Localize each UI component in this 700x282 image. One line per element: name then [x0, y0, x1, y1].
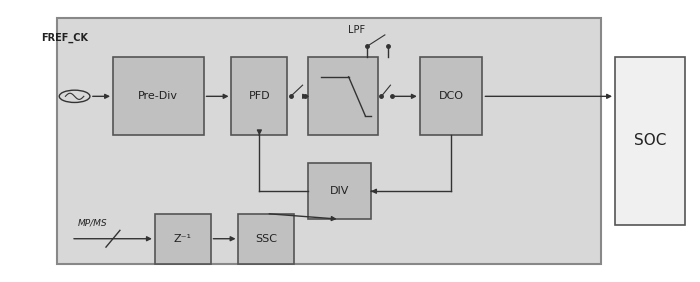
FancyBboxPatch shape [420, 57, 482, 135]
Text: Z⁻¹: Z⁻¹ [174, 234, 192, 244]
Text: SOC: SOC [634, 133, 666, 149]
Text: FREF_CK: FREF_CK [41, 33, 88, 43]
FancyBboxPatch shape [232, 57, 287, 135]
FancyBboxPatch shape [615, 57, 685, 225]
FancyBboxPatch shape [308, 163, 371, 219]
Text: PFD: PFD [248, 91, 270, 101]
Text: DIV: DIV [330, 186, 349, 196]
FancyBboxPatch shape [239, 213, 294, 264]
FancyBboxPatch shape [113, 57, 204, 135]
FancyBboxPatch shape [155, 213, 211, 264]
FancyBboxPatch shape [308, 57, 378, 135]
Text: LPF: LPF [349, 25, 365, 35]
Text: Pre-Div: Pre-Div [139, 91, 178, 101]
FancyBboxPatch shape [57, 18, 601, 264]
Text: DCO: DCO [439, 91, 463, 101]
Text: MP/MS: MP/MS [78, 219, 108, 228]
Text: SSC: SSC [256, 234, 277, 244]
